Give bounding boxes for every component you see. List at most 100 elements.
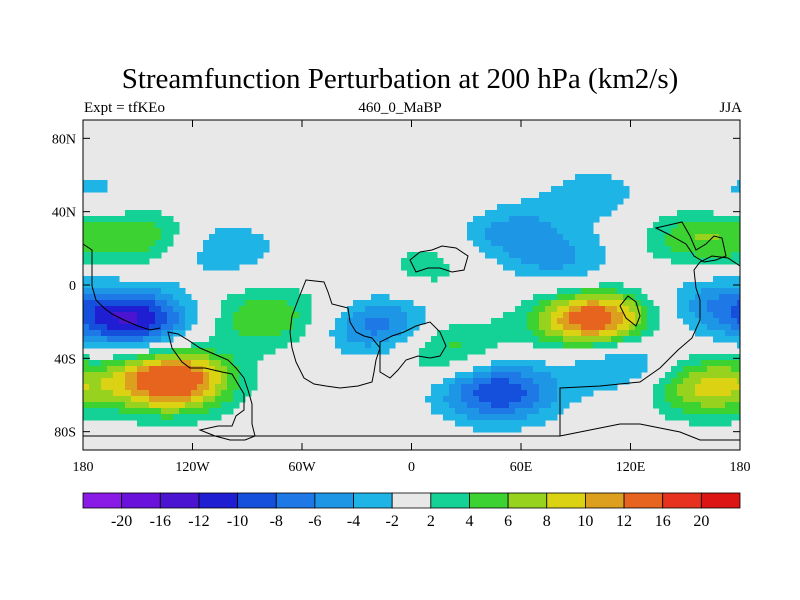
field-cell (239, 294, 246, 301)
field-cell (461, 372, 468, 379)
field-cell (527, 216, 534, 223)
field-cell (119, 282, 126, 289)
field-cell (371, 306, 378, 313)
field-cell (269, 294, 276, 301)
field-cell (713, 216, 720, 223)
field-cell (689, 222, 696, 229)
field-cell (659, 222, 666, 229)
field-cell (449, 408, 456, 415)
field-cell (143, 210, 150, 217)
field-cell (119, 378, 126, 385)
field-cell (437, 270, 444, 277)
field-cell (443, 390, 450, 397)
field-cell (701, 288, 708, 295)
field-cell (569, 312, 576, 319)
field-cell (395, 306, 402, 313)
field-cell (209, 408, 216, 415)
field-cell (245, 258, 252, 265)
field-cell (611, 198, 618, 205)
field-cell (95, 336, 102, 343)
field-cell (143, 336, 150, 343)
field-cell (671, 378, 678, 385)
field-cell (245, 306, 252, 313)
field-cell (509, 318, 516, 325)
field-cell (485, 390, 492, 397)
field-cell (695, 240, 702, 247)
field-cell (629, 306, 636, 313)
field-cell (545, 234, 552, 241)
field-cell (605, 360, 612, 367)
field-cell (479, 234, 486, 241)
field-cell (527, 378, 534, 385)
field-cell (179, 396, 186, 403)
field-cell (293, 306, 300, 313)
field-cell (497, 402, 504, 409)
field-cell (737, 414, 740, 421)
field-cell (581, 294, 588, 301)
field-cell (257, 342, 264, 349)
field-cell (605, 180, 612, 187)
field-cell (515, 402, 522, 409)
field-cell (617, 366, 624, 373)
field-cell (155, 252, 162, 259)
field-cell (233, 354, 240, 361)
field-cell (425, 252, 432, 259)
field-cell (383, 348, 390, 355)
field-cell (491, 366, 498, 373)
field-cell (545, 312, 552, 319)
field-cell (251, 240, 258, 247)
field-cell (203, 354, 210, 361)
colorbar-swatch (546, 492, 586, 509)
field-cell (131, 288, 138, 295)
field-cell (239, 378, 246, 385)
field-cell (503, 228, 510, 235)
field-cell (569, 222, 576, 229)
field-cell (113, 318, 120, 325)
field-cell (149, 240, 156, 247)
field-cell (545, 402, 552, 409)
field-cell (653, 228, 660, 235)
field-cell (485, 384, 492, 391)
field-cell (611, 294, 618, 301)
colorbar-label: -16 (150, 513, 171, 530)
field-cell (461, 414, 468, 421)
field-cell (521, 216, 528, 223)
field-cell (713, 390, 720, 397)
field-cell (227, 330, 234, 337)
field-cell (167, 324, 174, 331)
field-cell (263, 342, 270, 349)
field-cell (149, 408, 156, 415)
field-cell (173, 312, 180, 319)
field-cell (479, 342, 486, 349)
field-cell (407, 264, 414, 271)
field-cell (557, 234, 564, 241)
field-cell (713, 294, 720, 301)
field-cell (167, 408, 174, 415)
field-cell (485, 378, 492, 385)
field-cell (725, 384, 732, 391)
field-cell (695, 354, 702, 361)
field-cell (617, 192, 624, 199)
field-cell (725, 288, 732, 295)
field-cell (107, 318, 114, 325)
field-cell (221, 342, 228, 349)
field-cell (527, 264, 534, 271)
field-cell (527, 372, 534, 379)
field-cell (713, 360, 720, 367)
field-cell (479, 240, 486, 247)
field-cell (467, 228, 474, 235)
field-cell (605, 288, 612, 295)
field-cell (617, 300, 624, 307)
field-cell (275, 312, 282, 319)
field-cell (413, 312, 420, 319)
field-cell (497, 366, 504, 373)
field-cell (521, 210, 528, 217)
field-cell (605, 192, 612, 199)
field-cell (527, 252, 534, 259)
field-cell (731, 252, 738, 259)
field-cell (113, 312, 120, 319)
field-cell (521, 264, 528, 271)
field-cell (197, 396, 204, 403)
field-cell (413, 264, 420, 271)
field-cell (545, 372, 552, 379)
